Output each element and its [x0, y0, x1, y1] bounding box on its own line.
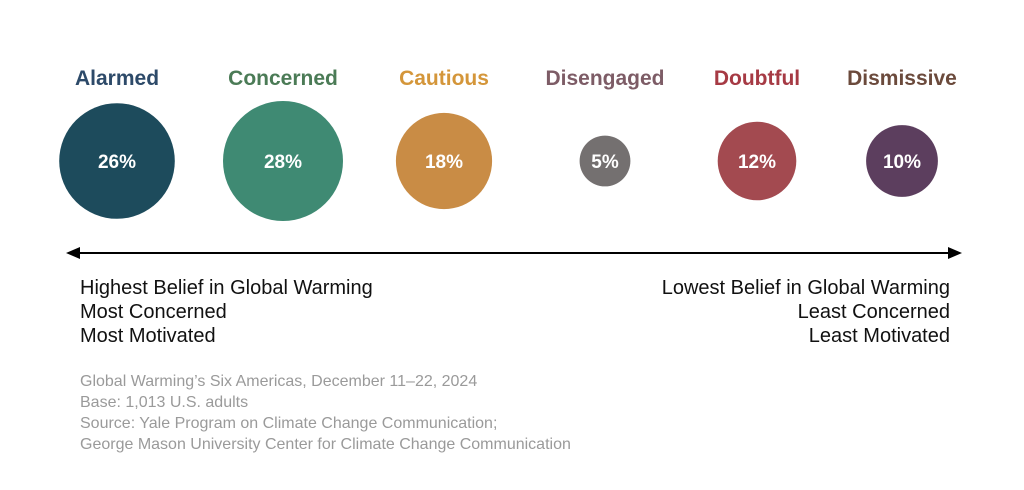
- doubtful-segment-label: Doubtful: [714, 67, 800, 90]
- cautious-bubble: [395, 112, 493, 210]
- dismissive-bubble: [866, 125, 938, 197]
- left-label-line-2: Most Concerned: [80, 301, 227, 323]
- alarmed-percent-label: 26%: [98, 152, 136, 173]
- cautious-percent-label: 18%: [425, 152, 463, 173]
- source-note: Source: Yale Program on Climate Change C…: [80, 415, 498, 432]
- left-label-line-1: Highest Belief in Global Warming: [80, 277, 373, 299]
- base-note: Base: 1,013 U.S. adults: [80, 394, 249, 411]
- concerned-bubble: [223, 101, 343, 221]
- source-note-continued: George Mason University Center for Clima…: [80, 436, 571, 453]
- doubtful-percent-label: 12%: [738, 152, 776, 173]
- alarmed-segment-label: Alarmed: [75, 67, 159, 90]
- alarmed-bubble: [59, 103, 175, 219]
- right-label-line-3: Least Motivated: [808, 325, 950, 347]
- cautious-segment-label: Cautious: [399, 67, 489, 90]
- high-belief-description: Highest Belief in Global Warming Most Co…: [80, 276, 373, 348]
- right-label-line-1: Lowest Belief in Global Warming: [661, 277, 950, 299]
- bubble-group: Alarmed 26% Concerned 28% Cautious 18% Disenga…: [59, 67, 957, 221]
- dismissive-segment-label: Dismissive: [847, 67, 957, 90]
- disengaged-percent-label: 5%: [591, 152, 619, 173]
- disengaged-segment-label: Disengaged: [545, 67, 664, 90]
- concerned-segment-label: Concerned: [228, 67, 338, 90]
- survey-title-note: Global Warming’s Six Americas, December …: [80, 373, 478, 390]
- disengaged-bubble: [579, 135, 631, 187]
- doubtful-bubble: [717, 121, 797, 201]
- left-label-line-3: Most Motivated: [80, 325, 216, 347]
- belief-axis-arrow: [66, 247, 962, 259]
- low-belief-description: Lowest Belief in Global Warming Least Co…: [662, 276, 950, 348]
- dismissive-percent-label: 10%: [883, 152, 921, 173]
- right-label-line-2: Least Concerned: [797, 301, 950, 323]
- source-notes: Global Warming’s Six Americas, December …: [80, 371, 571, 455]
- concerned-percent-label: 28%: [264, 152, 302, 173]
